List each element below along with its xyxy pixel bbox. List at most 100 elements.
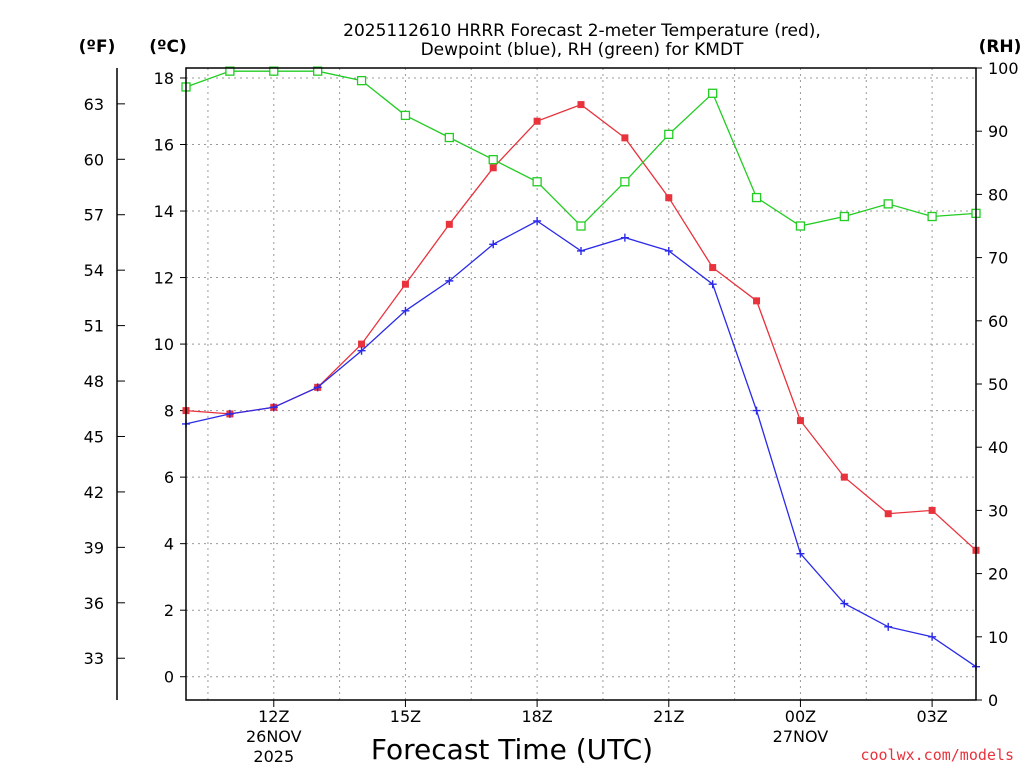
data-point bbox=[400, 110, 411, 121]
credit-link[interactable]: coolwx.com/models bbox=[860, 746, 1014, 764]
rh-tick-label: 80 bbox=[988, 185, 1008, 204]
x-tick-label: 21Z bbox=[653, 707, 684, 726]
data-point bbox=[533, 117, 541, 125]
data-point bbox=[444, 132, 454, 143]
data-point bbox=[313, 383, 322, 392]
series-dewpoint bbox=[182, 217, 980, 671]
data-point bbox=[928, 632, 937, 641]
fahrenheit-axis-label: (ºF) bbox=[79, 37, 116, 57]
rh-tick-label: 40 bbox=[988, 438, 1008, 457]
data-point bbox=[621, 134, 629, 142]
data-point bbox=[664, 129, 674, 140]
data-point bbox=[532, 177, 542, 187]
celsius-tick-label: 2 bbox=[164, 601, 174, 620]
celsius-tick-label: 14 bbox=[154, 202, 174, 221]
series-relative-humidity bbox=[181, 66, 981, 231]
celsius-tick-label: 4 bbox=[164, 535, 174, 554]
data-point bbox=[488, 154, 498, 165]
data-point bbox=[840, 599, 849, 608]
series-temperature bbox=[182, 101, 980, 554]
data-point bbox=[225, 66, 235, 76]
fahrenheit-tick-label: 48 bbox=[84, 372, 104, 391]
x-tick-label: 18Z bbox=[521, 707, 552, 726]
x-tick-label: 12Z bbox=[258, 707, 289, 726]
data-point bbox=[796, 417, 804, 425]
fahrenheit-tick-label: 33 bbox=[84, 649, 104, 668]
data-point bbox=[840, 473, 848, 481]
celsius-tick-label: 12 bbox=[154, 269, 174, 288]
rh-tick-label: 100 bbox=[988, 59, 1019, 78]
fahrenheit-tick-label: 57 bbox=[84, 206, 104, 225]
data-point bbox=[269, 403, 278, 412]
celsius-axis-label: (ºC) bbox=[149, 37, 187, 57]
data-point bbox=[884, 622, 893, 631]
chart-title-line1: 2025112610 HRRR Forecast 2-meter Tempera… bbox=[343, 21, 821, 41]
axes: 33 36 39 42 45 48 51 54 57 60 63 0 2 4 6 8 10 12 14 16 18 0 10… bbox=[84, 59, 1019, 766]
data-point bbox=[751, 192, 762, 203]
data-point bbox=[927, 211, 937, 222]
data-point bbox=[664, 246, 673, 255]
celsius-tick-label: 16 bbox=[154, 136, 174, 155]
x-tick-label: 03Z bbox=[916, 707, 947, 726]
data-point bbox=[709, 264, 717, 272]
fahrenheit-tick-label: 42 bbox=[84, 483, 104, 502]
data-point bbox=[577, 246, 585, 255]
rh-tick-label: 10 bbox=[988, 628, 1008, 647]
data-point bbox=[489, 240, 498, 249]
rh-tick-label: 50 bbox=[988, 375, 1008, 394]
rh-tick-label: 0 bbox=[988, 691, 998, 710]
celsius-tick-label: 10 bbox=[154, 335, 174, 354]
data-point bbox=[883, 199, 893, 209]
data-point bbox=[445, 276, 454, 285]
fahrenheit-tick-label: 36 bbox=[84, 594, 104, 613]
data-point bbox=[489, 164, 497, 172]
x-tick-date-label: 26NOV bbox=[246, 727, 302, 746]
data-point bbox=[358, 340, 366, 348]
chart-title-line2: Dewpoint (blue), RH (green) for KMDT bbox=[421, 40, 744, 60]
data-point bbox=[269, 66, 279, 76]
plot-frame bbox=[185, 67, 977, 701]
x-tick-date-label: 27NOV bbox=[773, 727, 829, 746]
x-tick-label: 00Z bbox=[785, 707, 816, 726]
series-line bbox=[185, 220, 977, 668]
rh-tick-label: 30 bbox=[988, 501, 1008, 520]
fahrenheit-tick-label: 51 bbox=[84, 317, 104, 336]
data-point bbox=[928, 506, 936, 514]
celsius-tick-label: 8 bbox=[164, 402, 174, 421]
series-line bbox=[185, 103, 977, 551]
data-point bbox=[752, 406, 761, 415]
data-series bbox=[181, 66, 981, 671]
series-line bbox=[185, 70, 977, 227]
data-point bbox=[753, 297, 761, 305]
x-axis-title: Forecast Time (UTC) bbox=[371, 733, 653, 766]
data-point bbox=[313, 66, 323, 76]
data-point bbox=[839, 211, 849, 222]
data-point bbox=[796, 549, 805, 558]
x-tick-date-label: 2025 bbox=[253, 747, 294, 766]
data-point bbox=[665, 194, 673, 202]
data-point bbox=[357, 346, 366, 355]
data-point bbox=[401, 280, 409, 288]
data-point bbox=[533, 217, 542, 226]
celsius-tick-label: 18 bbox=[154, 69, 174, 88]
fahrenheit-tick-label: 60 bbox=[84, 150, 104, 169]
rh-tick-label: 90 bbox=[988, 122, 1008, 141]
data-point bbox=[620, 177, 630, 187]
x-tick-label: 15Z bbox=[390, 707, 421, 726]
rh-tick-label: 20 bbox=[988, 565, 1008, 584]
data-point bbox=[708, 88, 718, 98]
data-point bbox=[795, 221, 806, 231]
data-point bbox=[884, 510, 892, 518]
celsius-tick-label: 6 bbox=[164, 468, 174, 487]
data-point bbox=[576, 221, 586, 231]
fahrenheit-tick-label: 45 bbox=[84, 427, 104, 446]
grid-lines bbox=[186, 68, 976, 700]
rh-axis-label: (RH) bbox=[979, 37, 1022, 57]
data-point bbox=[356, 75, 367, 86]
fahrenheit-tick-label: 63 bbox=[84, 95, 104, 114]
data-point bbox=[620, 233, 629, 242]
fahrenheit-tick-label: 39 bbox=[84, 538, 104, 557]
celsius-tick-label: 0 bbox=[164, 668, 174, 687]
fahrenheit-tick-label: 54 bbox=[84, 261, 104, 280]
